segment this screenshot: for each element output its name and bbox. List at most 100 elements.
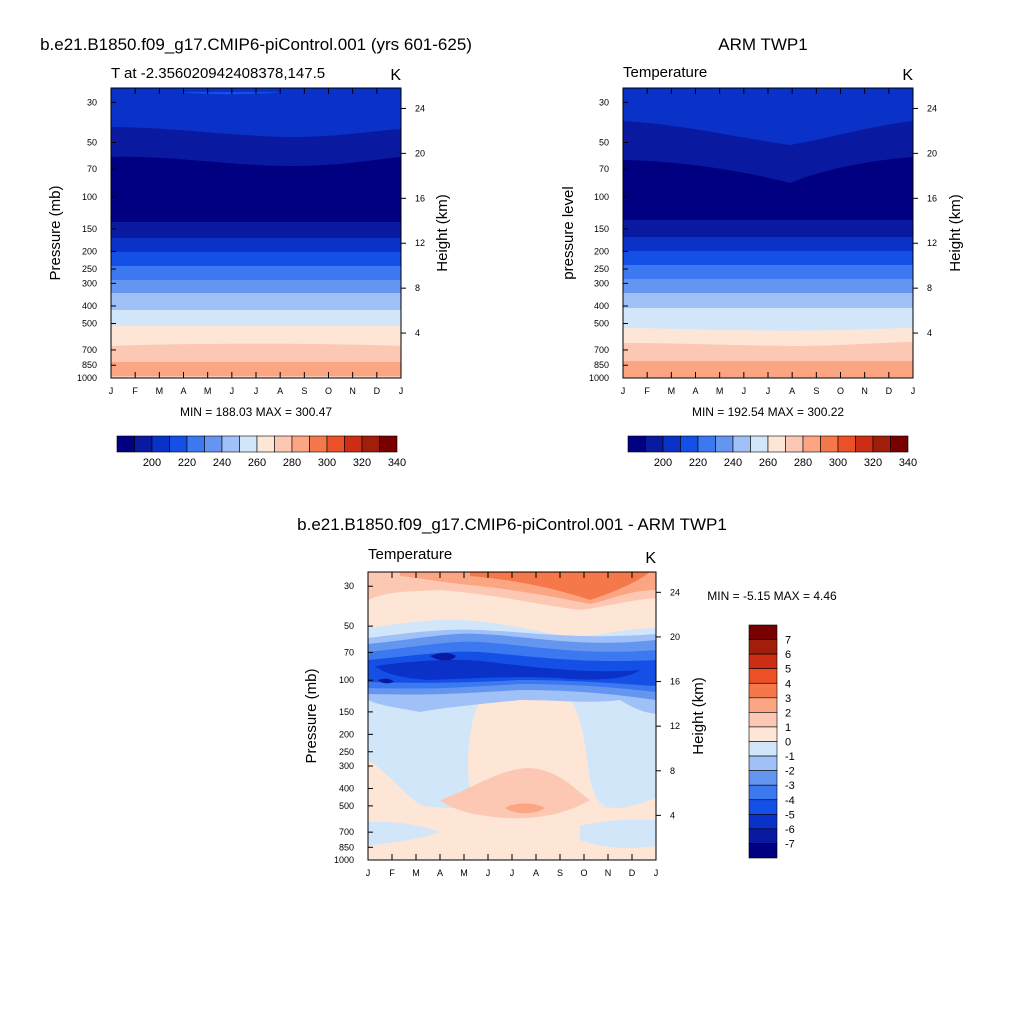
panel-model-axes-pressure-label: 300 <box>82 278 97 288</box>
panel-diff-ylabel: Pressure (mb) <box>303 668 320 763</box>
colorbar-swatch <box>785 435 804 453</box>
panel-model-minmax: MIN = 188.03 MAX = 300.47 <box>180 405 332 419</box>
panel-obs-axes-month-label: J <box>742 386 747 396</box>
colorbar-swatch <box>680 435 699 453</box>
colorbar-swatch <box>186 435 205 453</box>
diff-colorbar-swatch <box>748 726 778 742</box>
colorbar-swatch <box>767 435 786 453</box>
colorbar-swatch <box>291 435 310 453</box>
panel-model-fill <box>111 88 401 378</box>
panel-model-axes-month-label: J <box>399 386 404 396</box>
panel-obs-axes: J F M A M J J A S O N D J 30 50 70 100 150 200 250 300 400 500… <box>589 88 937 396</box>
colorbar-swatch <box>837 435 856 453</box>
panel-model-axes-month-label: J <box>254 386 259 396</box>
panel-diff-axes-pressure-label: 200 <box>339 729 354 739</box>
diff-colorbar-label: 5 <box>785 664 791 676</box>
panel-model-axes-month-label: A <box>277 386 283 396</box>
panel-model-axes-month-label: F <box>132 386 138 396</box>
panel-diff-axes-pressure-label: 250 <box>339 747 354 757</box>
panel-diff-axes-height-label: 4 <box>670 810 675 820</box>
diff-colorbar-label: 2 <box>785 707 791 719</box>
panel-diff-axes-pressure-label: 50 <box>344 621 354 631</box>
panel-obs-axes-pressure-label: 500 <box>594 319 609 329</box>
diff-colorbar-swatch <box>748 712 778 728</box>
panel-diff-axes-height-label: 24 <box>670 587 680 597</box>
panel-obs-axes-month-label: O <box>837 386 844 396</box>
diff-colorbar-label: -2 <box>785 766 795 778</box>
panel-diff-axes-pressure-label: 30 <box>344 581 354 591</box>
panel-diff-axes-month-label: J <box>486 868 491 878</box>
colorbar-swatch <box>750 435 769 453</box>
colorbar-label: 220 <box>178 457 196 469</box>
diff-colorbar-label: -6 <box>785 824 795 836</box>
panel-obs-axes-month-label: A <box>692 386 698 396</box>
panel-model-axes-month-label: J <box>230 386 235 396</box>
panel-model-axes-pressure-label: 100 <box>82 192 97 202</box>
colorbar-swatch <box>361 435 380 453</box>
panel-diff-axes-month-label: M <box>412 868 420 878</box>
panel-model-axes-pressure-label: 400 <box>82 301 97 311</box>
panel-diff-axes-pressure-label: 70 <box>344 647 354 657</box>
panel-model-axes-height-label: 4 <box>415 328 420 338</box>
panel-obs-axes-pressure-label: 150 <box>594 224 609 234</box>
panel-diff-y2label: Height (km) <box>690 677 707 755</box>
colorbar-swatch <box>662 435 681 453</box>
panel-obs-axes-pressure-label: 200 <box>594 246 609 256</box>
colorbar-label: 320 <box>353 457 371 469</box>
panel-diff-subtitle: Temperature <box>368 546 452 563</box>
panel-obs-axes-pressure-label: 30 <box>599 97 609 107</box>
panel-model-axes-height-label: 8 <box>415 283 420 293</box>
panel-diff-axes-pressure-label: 500 <box>339 801 354 811</box>
colorbar-label: 260 <box>248 457 266 469</box>
diff-colorbar-label: -4 <box>785 795 795 807</box>
colorbar-swatch <box>309 435 328 453</box>
panel-model-axes-month-label: D <box>374 386 381 396</box>
panel-obs-axes-month-label: M <box>716 386 724 396</box>
colorbar-label: 200 <box>143 457 161 469</box>
panel-diff-axes-month-label: A <box>533 868 539 878</box>
panel-model-axes-pressure-label: 70 <box>87 164 97 174</box>
panel-obs-axes-height-label: 8 <box>927 283 932 293</box>
panel-diff-axes-pressure-label: 150 <box>339 707 354 717</box>
panel-model-subtitle: T at -2.356020942408378,147.5 <box>111 65 325 82</box>
colorbar-label: 280 <box>794 457 812 469</box>
panel-diff: b.e21.B1850.f09_g17.CMIP6-piControl.001 … <box>297 515 837 878</box>
colorbar-swatch <box>820 435 839 453</box>
panel-diff-axes-pressure-label: 100 <box>339 675 354 685</box>
panel-diff-axes-pressure-label: 700 <box>339 827 354 837</box>
panel-diff-colorbar: 7 6 5 4 3 2 1 0 -1 -2 -3 -4 -5 -6 -7 <box>748 624 795 859</box>
colorbar-label: 240 <box>724 457 742 469</box>
diff-colorbar-label: 0 <box>785 737 791 749</box>
panel-obs-axes-month-label: J <box>911 386 916 396</box>
colorbar-swatch <box>732 435 751 453</box>
panel-obs-axes-pressure-label: 250 <box>594 264 609 274</box>
colorbar-swatch <box>221 435 240 453</box>
panel-obs-axes-height-label: 24 <box>927 103 937 113</box>
panel-model-units: K <box>390 67 401 84</box>
panel-obs-axes-pressure-label: 700 <box>594 345 609 355</box>
panel-obs-units: K <box>902 67 913 84</box>
panel-diff-axes-height-label: 12 <box>670 721 680 731</box>
colorbar-label: 300 <box>318 457 336 469</box>
panel-obs-axes-height-label: 12 <box>927 238 937 248</box>
panel-obs-axes-month-label: J <box>621 386 626 396</box>
panel-obs-axes-pressure-label: 100 <box>594 192 609 202</box>
panel-model-y2label: Height (km) <box>434 194 451 272</box>
panel-diff-axes-height-label: 16 <box>670 677 680 687</box>
colorbar-swatch <box>802 435 821 453</box>
diff-colorbar-label: 3 <box>785 693 791 705</box>
panel-obs-axes-height-label: 20 <box>927 148 937 158</box>
colorbar-label: 320 <box>864 457 882 469</box>
panel-obs-axes-height-label: 16 <box>927 193 937 203</box>
colorbar-swatch <box>645 435 664 453</box>
colorbar-swatch <box>256 435 275 453</box>
panel-diff-axes-month-label: F <box>389 868 395 878</box>
panel-obs-axes-month-label: N <box>861 386 868 396</box>
panel-obs-axes-pressure-label: 1000 <box>589 373 609 383</box>
panel-obs-axes-month-label: M <box>668 386 676 396</box>
panel-diff-axes-month-label: N <box>605 868 612 878</box>
colorbar-swatch <box>326 435 345 453</box>
panel-obs-axes-pressure-label: 850 <box>594 360 609 370</box>
colorbar-swatch <box>134 435 153 453</box>
colorbar-swatch <box>204 435 223 453</box>
